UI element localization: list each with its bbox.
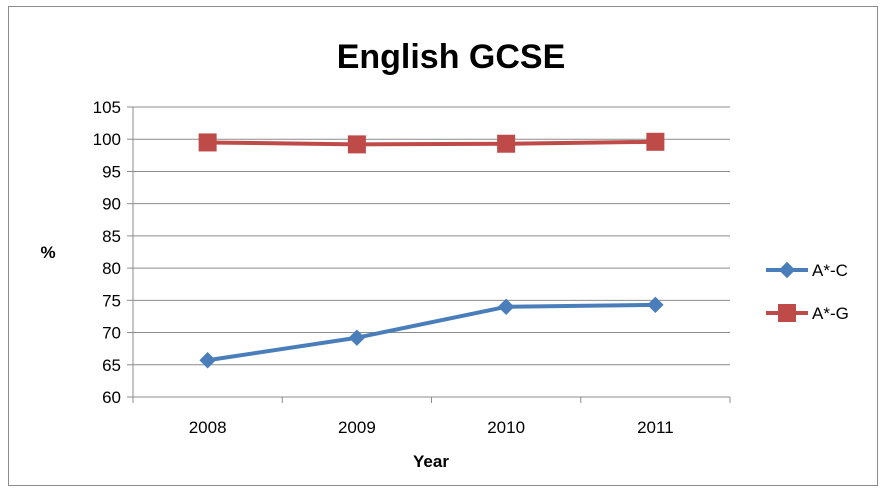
gridlines bbox=[133, 106, 730, 366]
data-point bbox=[646, 132, 665, 151]
legend-marker bbox=[778, 261, 796, 279]
chart-title: English GCSE bbox=[337, 38, 566, 76]
data-point bbox=[199, 352, 216, 369]
x-tick-labels: 2008 2009 2010 2011 bbox=[189, 418, 674, 437]
y-tick-label: 100 bbox=[93, 130, 121, 149]
series-line bbox=[207, 139, 656, 147]
y-tick-label: 65 bbox=[102, 356, 121, 375]
legend: A*-C A*-G bbox=[766, 261, 849, 323]
legend-item: A*-G bbox=[766, 304, 849, 323]
axes bbox=[127, 106, 731, 403]
y-tick-label: 60 bbox=[102, 388, 121, 407]
data-point bbox=[347, 135, 366, 154]
x-tick-label: 2009 bbox=[338, 418, 376, 437]
data-point bbox=[497, 298, 515, 315]
x-axis-title: Year bbox=[413, 452, 449, 471]
legend-label: A*-G bbox=[812, 304, 849, 323]
y-tick-label: 95 bbox=[102, 162, 121, 181]
series-group bbox=[198, 132, 665, 369]
x-tick-label: 2010 bbox=[487, 418, 525, 437]
y-tick-labels: 60 65 70 75 80 85 90 95 100 105 bbox=[93, 98, 121, 407]
y-tick-label: 80 bbox=[102, 259, 121, 278]
legend-label: A*-C bbox=[812, 261, 848, 280]
x-tick-label: 2011 bbox=[637, 418, 674, 437]
data-point bbox=[647, 296, 664, 314]
y-tick-label: 90 bbox=[102, 195, 121, 214]
y-tick-label: 85 bbox=[102, 227, 121, 246]
series-line bbox=[207, 302, 656, 363]
y-tick-label: 75 bbox=[102, 291, 121, 310]
legend-item: A*-C bbox=[766, 261, 848, 280]
data-point bbox=[348, 329, 366, 346]
y-tick-label: 105 bbox=[93, 98, 121, 117]
series-2 bbox=[198, 132, 665, 154]
chart-frame bbox=[8, 6, 878, 486]
data-point bbox=[497, 134, 516, 153]
x-tick-label: 2008 bbox=[189, 418, 227, 437]
legend-marker bbox=[778, 304, 796, 322]
data-point bbox=[198, 133, 217, 152]
y-axis-title: % bbox=[40, 243, 55, 262]
y-tick-label: 70 bbox=[102, 324, 121, 343]
series-1 bbox=[199, 296, 664, 369]
